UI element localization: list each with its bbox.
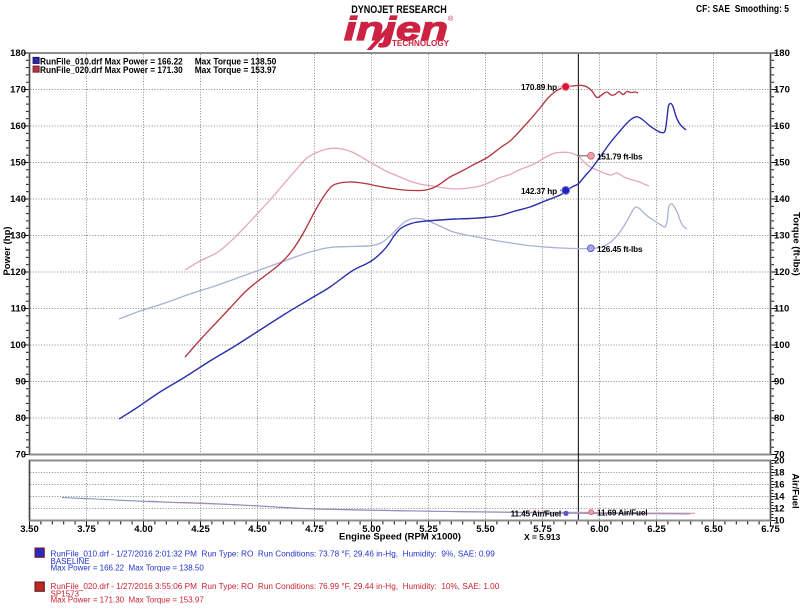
svg-text:5.25: 5.25 — [419, 524, 438, 535]
svg-text:20: 20 — [774, 456, 785, 467]
svg-text:100: 100 — [10, 340, 26, 351]
svg-text:Max Torque = 138.50: Max Torque = 138.50 — [195, 56, 277, 66]
svg-text:Power (hp): Power (hp) — [2, 226, 13, 275]
svg-text:150: 150 — [774, 158, 790, 169]
svg-text:90: 90 — [774, 377, 785, 388]
svg-text:Air/Fuel: Air/Fuel — [790, 473, 800, 508]
svg-text:injen: injen — [344, 10, 448, 47]
svg-text:4.50: 4.50 — [248, 524, 267, 535]
svg-text:140: 140 — [774, 194, 790, 205]
svg-text:80: 80 — [15, 413, 26, 424]
svg-text:142.37 hp: 142.37 hp — [521, 187, 557, 196]
svg-text:DYNOJET RESEARCH: DYNOJET RESEARCH — [351, 4, 447, 16]
svg-text:Max Power = 166.22 Max Torque: Max Power = 166.22 Max Torque = 138.50 — [51, 563, 205, 572]
svg-text:16: 16 — [774, 480, 785, 491]
svg-text:®: ® — [448, 15, 454, 23]
svg-text:110: 110 — [11, 304, 26, 315]
svg-text:RunFile_020.drf Max Power = 17: RunFile_020.drf Max Power = 171.30 — [40, 65, 183, 75]
svg-text:RunFile_010.drf - 1/27/2016 2:: RunFile_010.drf - 1/27/2016 2:01:32 PM R… — [51, 549, 496, 558]
svg-text:140: 140 — [10, 194, 26, 205]
svg-text:18: 18 — [774, 468, 785, 479]
svg-text:4.00: 4.00 — [134, 524, 153, 535]
svg-text:5.00: 5.00 — [362, 524, 381, 535]
svg-text:150: 150 — [10, 158, 26, 169]
svg-text:6.50: 6.50 — [704, 524, 723, 535]
svg-text:SP1573: SP1573 — [51, 589, 80, 598]
svg-text:180: 180 — [10, 48, 26, 59]
svg-text:12: 12 — [774, 504, 785, 515]
svg-text:RunFile_020.drf - 1/27/2016 3:: RunFile_020.drf - 1/27/2016 3:55:06 PM R… — [51, 582, 500, 591]
svg-text:RunFile_010.drf Max Power = 16: RunFile_010.drf Max Power = 166.22 — [40, 56, 183, 66]
svg-text:126.45 ft-lbs: 126.45 ft-lbs — [597, 245, 643, 254]
svg-text:Max Power = 171.30 Max Torque: Max Power = 171.30 Max Torque = 153.97 — [51, 596, 205, 605]
svg-text:6.00: 6.00 — [590, 524, 609, 535]
svg-text:CF: SAE Smoothing: 5: CF: SAE Smoothing: 5 — [696, 3, 789, 15]
svg-text:TECHNOLOGY: TECHNOLOGY — [392, 39, 450, 48]
svg-text:170: 170 — [774, 85, 790, 96]
svg-text:180: 180 — [774, 48, 790, 59]
svg-text:151.79 ft-lbs: 151.79 ft-lbs — [597, 152, 643, 161]
svg-text:110: 110 — [774, 304, 789, 315]
svg-text:6.25: 6.25 — [647, 524, 666, 535]
svg-text:6.75: 6.75 — [761, 524, 780, 535]
svg-text:4.25: 4.25 — [191, 524, 210, 535]
svg-text:130: 130 — [774, 231, 790, 242]
svg-text:10: 10 — [774, 516, 785, 527]
svg-text:160: 160 — [774, 121, 790, 132]
svg-text:3.50: 3.50 — [20, 524, 39, 535]
svg-text:130: 130 — [10, 231, 26, 242]
svg-text:X = 5.913: X = 5.913 — [524, 532, 560, 542]
svg-text:120: 120 — [774, 267, 790, 278]
svg-text:3.75: 3.75 — [77, 524, 96, 535]
svg-text:70: 70 — [774, 450, 785, 461]
svg-text:70: 70 — [15, 450, 26, 461]
svg-text:11.45 Air/Fuel: 11.45 Air/Fuel — [511, 510, 561, 519]
svg-text:4.75: 4.75 — [305, 524, 324, 535]
svg-text:5.50: 5.50 — [476, 524, 495, 535]
svg-text:90: 90 — [15, 377, 26, 388]
svg-text:Torque (ft-lbs): Torque (ft-lbs) — [791, 212, 800, 276]
svg-text:170.89 hp: 170.89 hp — [521, 83, 557, 92]
svg-text:BASELINE: BASELINE — [51, 557, 90, 566]
svg-text:170: 170 — [10, 85, 26, 96]
svg-text:11.69 Air/Fuel: 11.69 Air/Fuel — [597, 508, 647, 517]
svg-text:5.75: 5.75 — [533, 524, 552, 535]
svg-text:14: 14 — [774, 492, 785, 503]
svg-text:100: 100 — [774, 340, 790, 351]
svg-text:160: 160 — [10, 121, 26, 132]
svg-text:Engine Speed (RPM x1000): Engine Speed (RPM x1000) — [339, 532, 461, 543]
svg-text:120: 120 — [10, 267, 26, 278]
svg-text:Max Torque = 153.97: Max Torque = 153.97 — [195, 65, 277, 75]
svg-text:80: 80 — [774, 413, 785, 424]
